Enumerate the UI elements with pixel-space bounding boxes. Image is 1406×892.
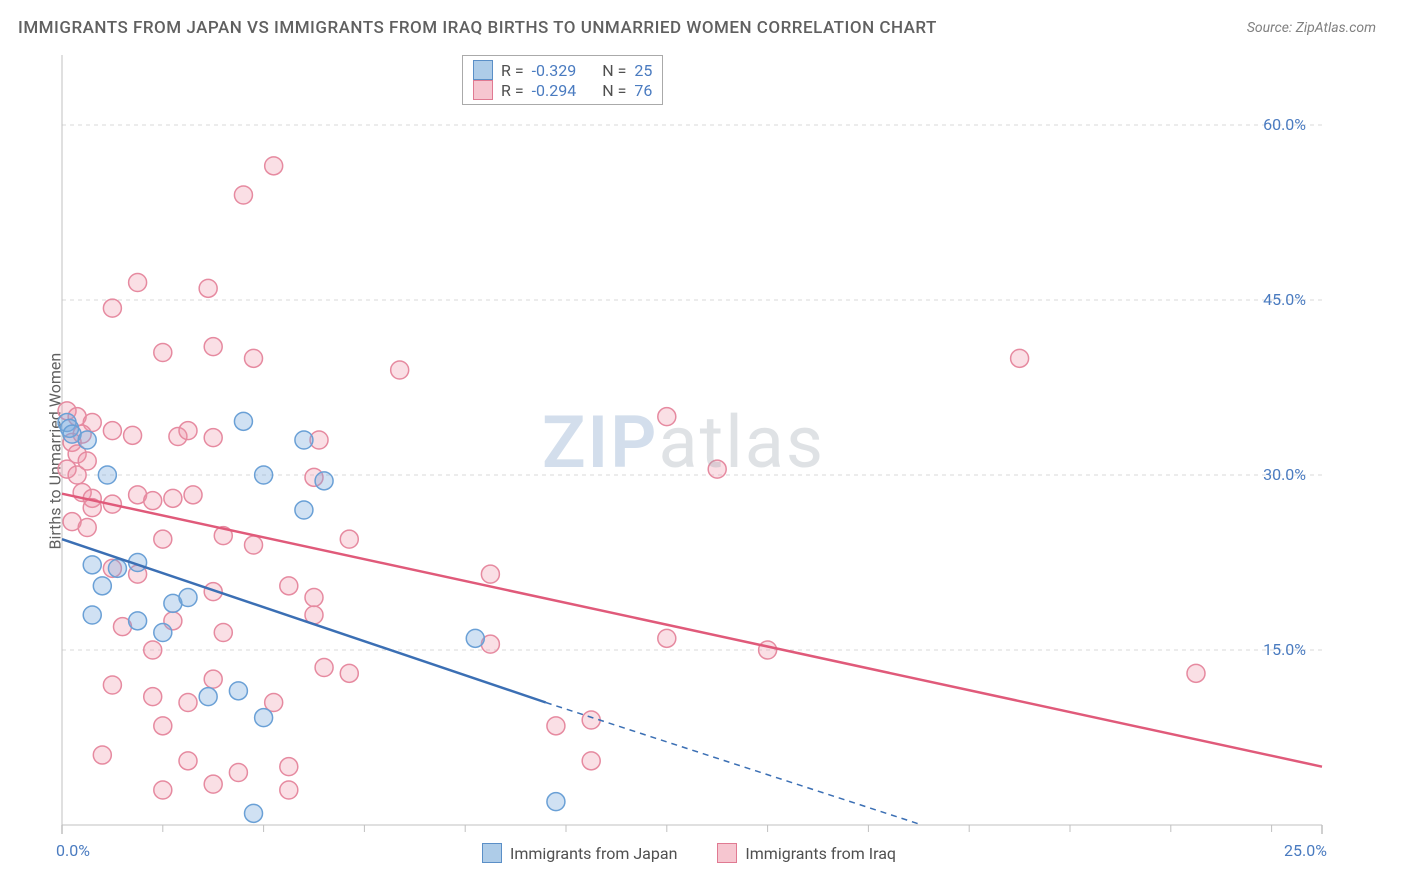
n-value-japan: 25 xyxy=(634,61,652,80)
n-label-iraq: N = xyxy=(602,81,626,100)
legend-row-japan: R = -0.329 N = 25 xyxy=(473,60,652,80)
watermark-zip: ZIP xyxy=(542,400,658,485)
series-label-japan: Immigrants from Japan xyxy=(510,844,677,863)
r-value-iraq: -0.294 xyxy=(532,81,577,100)
legend-row-iraq: R = -0.294 N = 76 xyxy=(473,80,652,100)
n-label-japan: N = xyxy=(602,61,626,80)
r-label-iraq: R = xyxy=(501,81,524,100)
source-attribution: Source: ZipAtlas.com xyxy=(1247,20,1376,36)
series-label-iraq: Immigrants from Iraq xyxy=(745,844,896,863)
legend-correlation-box: R = -0.329 N = 25 R = -0.294 N = 76 xyxy=(462,55,663,105)
y-tick-label: 15.0% xyxy=(1263,640,1306,659)
source-name: ZipAtlas.com xyxy=(1296,20,1376,36)
watermark-atlas: atlas xyxy=(658,400,825,485)
legend-series: Immigrants from Japan Immigrants from Ir… xyxy=(482,843,896,863)
chart-title: IMMIGRANTS FROM JAPAN VS IMMIGRANTS FROM… xyxy=(18,18,937,38)
y-tick-label: 60.0% xyxy=(1263,115,1306,134)
r-label-japan: R = xyxy=(501,61,524,80)
source-label: Source: xyxy=(1247,20,1292,36)
watermark: ZIPatlas xyxy=(542,400,825,485)
swatch-japan-bottom xyxy=(482,843,502,863)
y-tick-label: 45.0% xyxy=(1263,290,1306,309)
swatch-japan xyxy=(473,60,493,80)
swatch-iraq-bottom xyxy=(717,843,737,863)
chart-area: ZIPatlas R = -0.329 N = 25 R = -0.294 N … xyxy=(62,55,1322,825)
legend-item-iraq: Immigrants from Iraq xyxy=(717,843,896,863)
n-value-iraq: 76 xyxy=(634,81,652,100)
y-tick-label: 30.0% xyxy=(1263,465,1306,484)
swatch-iraq xyxy=(473,80,493,100)
r-value-japan: -0.329 xyxy=(532,61,577,80)
legend-item-japan: Immigrants from Japan xyxy=(482,843,677,863)
